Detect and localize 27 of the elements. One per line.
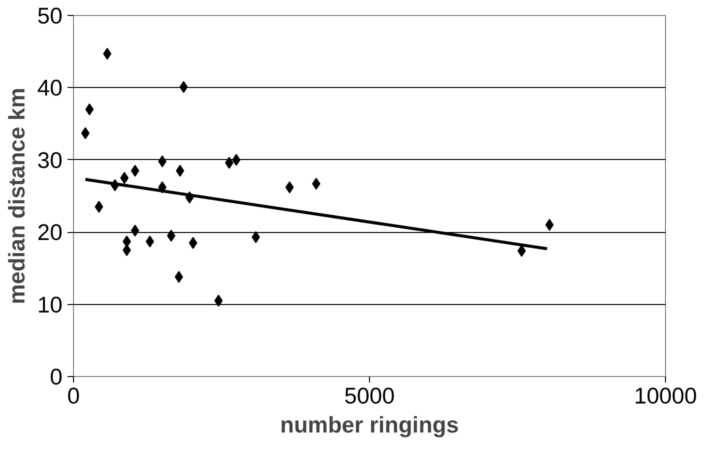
y-axis-title: median distance km (3, 88, 30, 304)
y-tick-label: 0 (50, 364, 63, 390)
point (188, 236, 198, 249)
y-tick-label: 10 (37, 291, 62, 318)
point (174, 270, 184, 283)
point (120, 172, 129, 184)
point (252, 231, 260, 244)
point (94, 200, 104, 213)
y-tick-label: 20 (37, 219, 62, 246)
point (130, 164, 140, 177)
point (85, 103, 94, 116)
point (517, 244, 526, 257)
x-tick-label: 5000 (344, 382, 395, 408)
y-tick-label: 40 (37, 74, 62, 101)
point (285, 181, 294, 194)
y-tick-label: 30 (37, 146, 62, 173)
x-tick-label: 0 (67, 382, 80, 408)
point (214, 294, 223, 307)
x-axis-title: number ringings (280, 412, 459, 438)
y-tick-label: 50 (37, 2, 62, 28)
point (130, 224, 140, 237)
point (81, 127, 90, 140)
point (176, 164, 184, 177)
point (545, 218, 554, 231)
point (146, 235, 154, 248)
x-tick-label: 10000 (634, 382, 698, 408)
point (179, 80, 188, 93)
